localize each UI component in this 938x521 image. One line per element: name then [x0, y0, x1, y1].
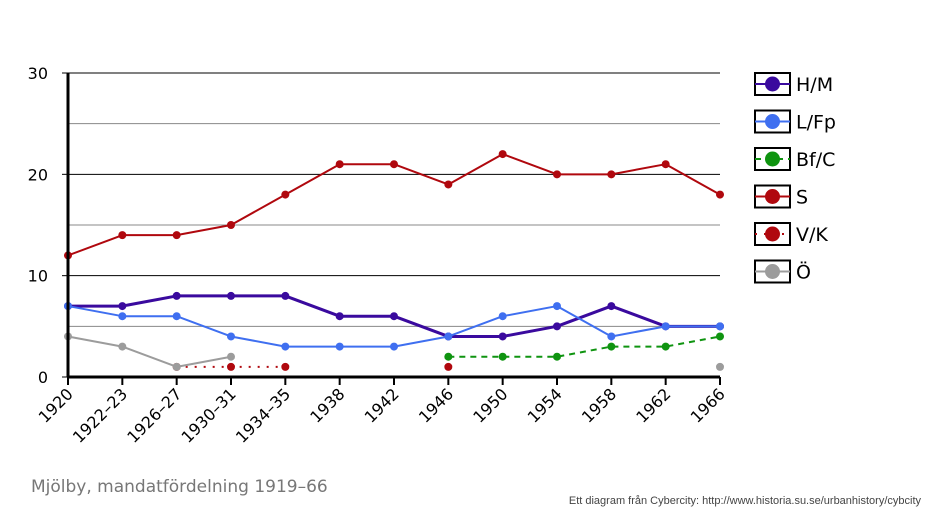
series-0	[64, 291, 724, 341]
series-2	[444, 332, 724, 361]
data-point	[281, 342, 290, 351]
data-point	[390, 342, 398, 351]
data-point	[335, 342, 344, 351]
data-point	[118, 342, 127, 351]
series-line	[448, 335, 721, 358]
data-point	[172, 312, 181, 321]
legend-item-5: Ö	[754, 259, 811, 284]
data-point	[390, 312, 398, 321]
legend-label: Bf/C	[796, 149, 835, 171]
data-point	[553, 322, 561, 331]
data-point	[607, 332, 616, 341]
data-point	[661, 322, 670, 331]
series-4	[172, 362, 453, 371]
data-point	[227, 352, 235, 361]
data-point	[118, 231, 127, 240]
data-point	[172, 362, 181, 371]
series-5	[64, 332, 724, 371]
data-point	[118, 302, 127, 311]
data-point	[498, 312, 507, 321]
data-point	[716, 332, 724, 341]
x-tick-label: 1962	[632, 384, 674, 426]
x-tick-label: 1926–27	[123, 384, 185, 446]
legend-item-3: S	[754, 184, 808, 209]
data-point	[716, 322, 724, 331]
legend-marker	[765, 264, 780, 279]
x-tick-label: 1946	[415, 384, 457, 426]
series-3	[64, 150, 724, 260]
legend-label: V/K	[796, 224, 828, 246]
data-point	[444, 180, 453, 189]
chart-caption: Mjölby, mandatfördelning 1919–66	[31, 477, 328, 497]
y-tick-label: 30	[28, 64, 48, 83]
legend-label: Ö	[796, 261, 811, 284]
x-tick-label: 1934–35	[232, 384, 294, 446]
data-point	[281, 362, 290, 371]
data-point	[553, 302, 561, 311]
legend-item-2: Bf/C	[754, 147, 835, 171]
data-point	[553, 170, 561, 179]
data-point	[444, 332, 453, 341]
legend-marker	[765, 151, 780, 167]
data-point	[498, 150, 507, 159]
series-line	[67, 335, 232, 368]
legend-item-0: H/M	[754, 72, 833, 96]
legend-item-1: L/Fp	[754, 109, 836, 134]
data-point	[335, 160, 344, 169]
data-point	[227, 332, 235, 341]
legend: H/M L/Fp Bf/C S V/K Ö	[754, 72, 836, 284]
data-point	[335, 312, 344, 321]
y-tick-label: 10	[28, 267, 48, 286]
y-tick-label: 0	[38, 368, 48, 387]
data-point	[498, 352, 507, 361]
data-point	[661, 342, 670, 351]
data-point	[716, 362, 724, 371]
data-point	[227, 291, 235, 300]
x-tick-label: 1958	[578, 384, 620, 426]
legend-marker	[765, 76, 780, 92]
x-tick-label: 1950	[469, 384, 511, 426]
data-point	[607, 342, 616, 351]
data-point	[607, 170, 616, 179]
legend-marker	[765, 189, 780, 204]
x-tick-label: 1942	[361, 384, 403, 426]
legend-item-4: V/K	[754, 222, 828, 246]
legend-label: L/Fp	[796, 112, 836, 134]
data-point	[390, 160, 398, 169]
data-point	[607, 302, 616, 311]
legend-marker	[765, 114, 780, 129]
data-point	[444, 352, 453, 361]
data-point	[444, 362, 453, 371]
x-tick-label: 1938	[306, 384, 348, 426]
data-point	[661, 160, 670, 169]
data-point	[172, 231, 181, 240]
x-tick-label: 1922–23	[69, 384, 131, 446]
x-tick-label: 1920	[35, 384, 77, 426]
legend-marker	[765, 226, 780, 242]
series-line	[67, 153, 721, 257]
data-point	[281, 190, 290, 199]
legend-label: S	[796, 187, 808, 209]
series-layer	[64, 150, 724, 371]
x-tick-label: 1954	[524, 384, 566, 426]
data-point	[172, 291, 181, 300]
data-point	[281, 291, 290, 300]
grid	[68, 72, 720, 327]
data-point	[118, 312, 127, 321]
data-point	[227, 362, 235, 371]
data-point	[553, 352, 561, 361]
data-point	[498, 332, 507, 341]
data-point	[716, 190, 724, 199]
data-point	[227, 221, 235, 229]
y-tick-label: 20	[28, 165, 48, 184]
source-credit: Ett diagram från Cybercity: http://www.h…	[568, 495, 921, 507]
x-tick-label: 1930–31	[178, 384, 240, 446]
x-tick-label: 1966	[687, 384, 729, 426]
series-1	[64, 302, 724, 351]
legend-label: H/M	[796, 74, 833, 96]
